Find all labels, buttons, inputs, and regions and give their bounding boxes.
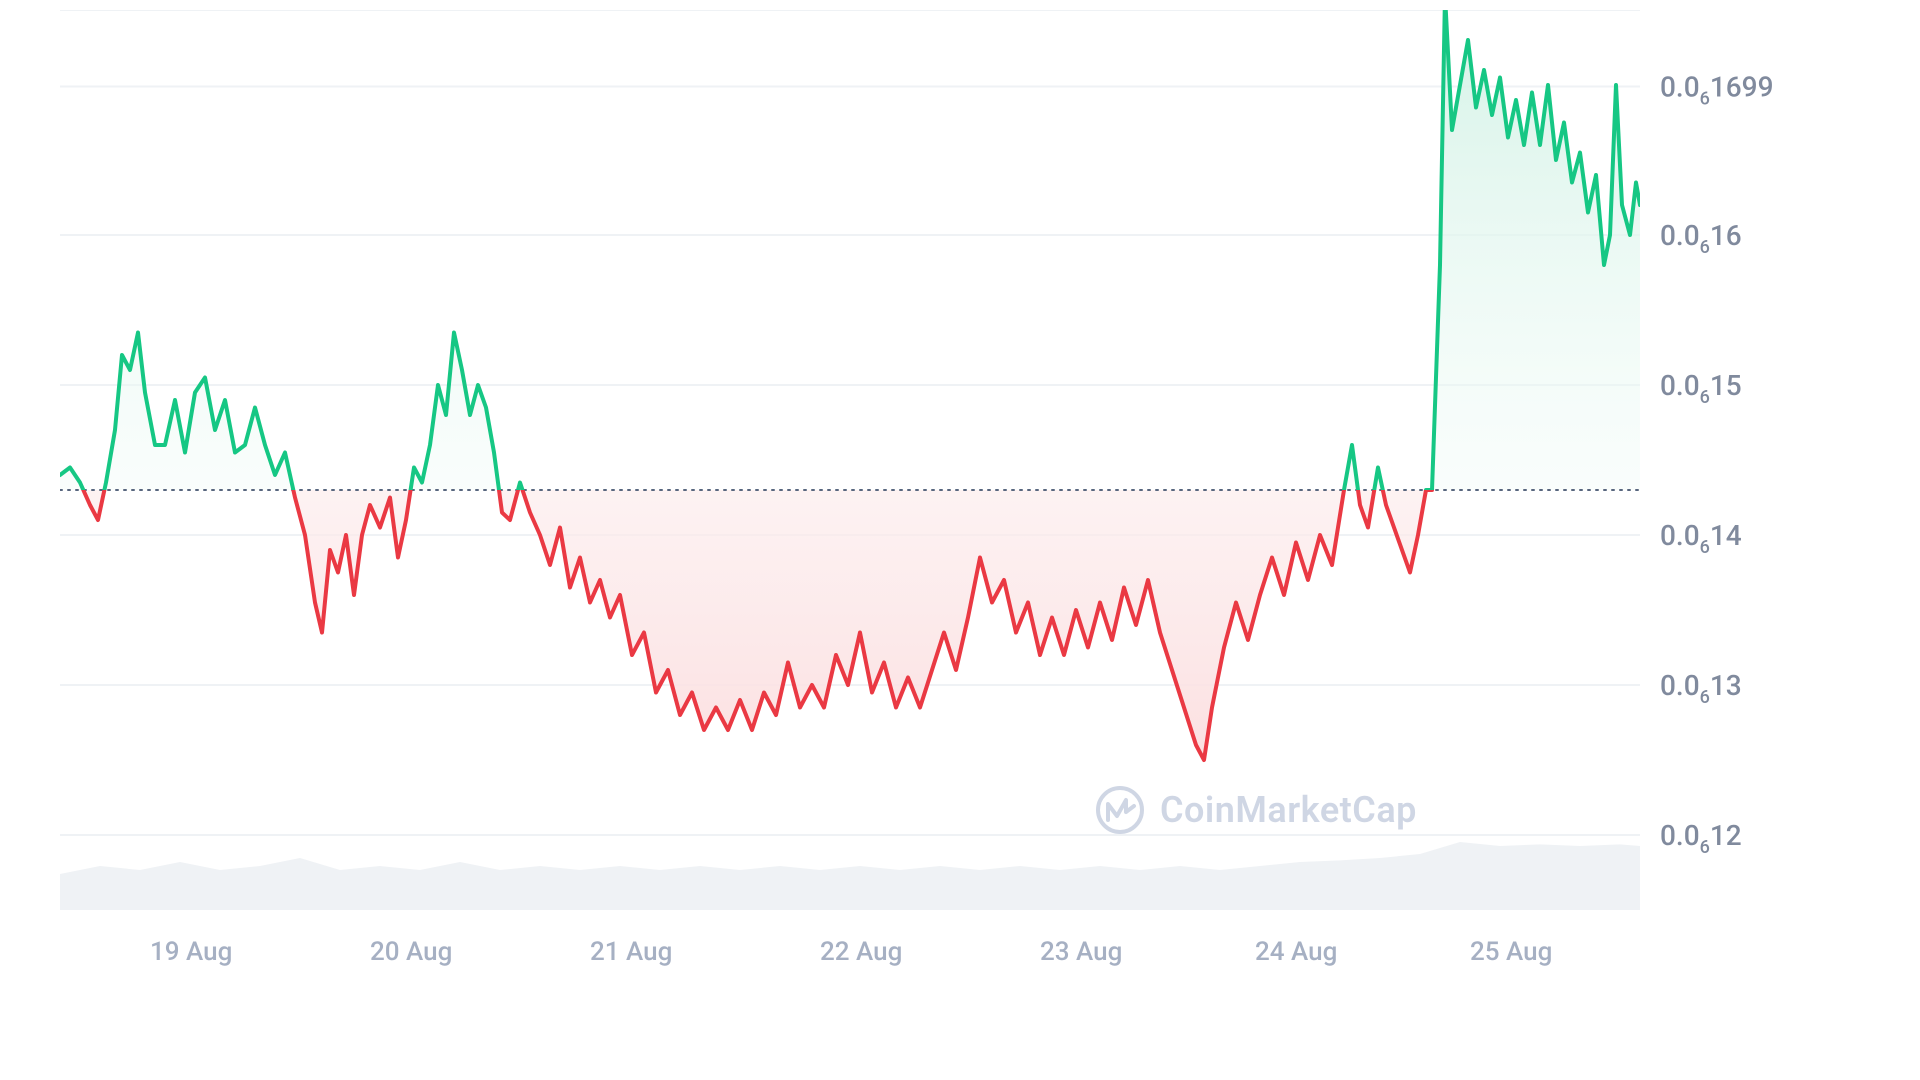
x-tick-label: 22 Aug (820, 937, 902, 967)
y-tick-label: 0.0612 (1660, 819, 1742, 858)
x-tick-label: 23 Aug (1040, 937, 1122, 967)
y-axis: 0.061699 0.0616 0.0615 0.0614 0.0613 0.0612 (1660, 71, 1774, 859)
x-tick-label: 21 Aug (590, 937, 672, 967)
y-tick-label: 0.061699 (1660, 71, 1774, 110)
x-tick-label: 20 Aug (370, 937, 452, 967)
gridlines (60, 10, 1640, 835)
y-tick-label: 0.0614 (1660, 519, 1742, 558)
x-tick-label: 24 Aug (1255, 937, 1337, 967)
volume-band (60, 842, 1640, 910)
watermark-text: CoinMarketCap (1160, 789, 1417, 831)
x-tick-label: 19 Aug (150, 937, 232, 967)
watermark: CoinMarketCap (1098, 788, 1417, 832)
y-tick-label: 0.0615 (1660, 369, 1742, 408)
x-axis: 19 Aug 20 Aug 21 Aug 22 Aug 23 Aug 24 Aug 25 A… (150, 937, 1552, 967)
y-tick-label: 0.0613 (1660, 669, 1742, 708)
y-tick-label: 0.0616 (1660, 219, 1742, 258)
price-chart[interactable]: CoinMarketCap 19 Aug 20 Aug 21 Aug 22 Aug 23… (60, 10, 1860, 1070)
chart-svg: CoinMarketCap 19 Aug 20 Aug 21 Aug 22 Aug 23… (60, 10, 1860, 1070)
x-tick-label: 25 Aug (1470, 937, 1552, 967)
